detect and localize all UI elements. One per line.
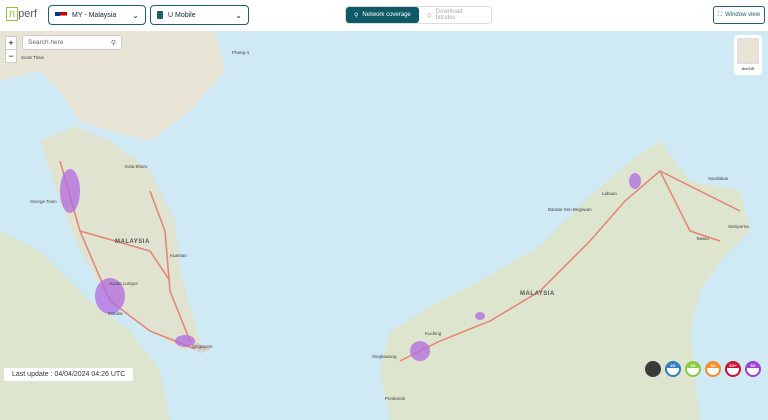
map-label: Kuching <box>425 331 442 336</box>
nperf-logo[interactable]: n perf <box>6 7 37 21</box>
legend-label: 3G <box>687 363 699 368</box>
map-label: Singapore <box>192 344 213 349</box>
search-icon[interactable]: ⚲ <box>110 39 116 47</box>
tab-download-bitrates[interactable]: ⊙ Download bitrates <box>419 7 491 23</box>
legend-label: 4G+ <box>727 363 739 368</box>
sim-card-icon <box>157 11 163 19</box>
peninsular-malaysia <box>40 126 200 351</box>
coverage-map[interactable]: + − Search here ⚲ ArcGIS Surat Thani Phang… <box>0 31 768 420</box>
3g-icon[interactable]: 3G <box>685 361 701 377</box>
collapse-icon: ⛶ <box>717 11 723 18</box>
tab-label: Download bitrates <box>435 9 463 21</box>
operator-value: U Mobile <box>168 11 196 19</box>
top-bar: n perf MY - Malaysia ⌄ U Mobile ⌄ ⚲ Network … <box>0 0 768 31</box>
5g-icon[interactable]: 5G <box>745 361 761 377</box>
map-label: Melaka <box>108 311 123 316</box>
map-label: MALAYSIA <box>115 239 150 245</box>
window-view-label: Window view <box>725 12 761 18</box>
map-label: Sandakan <box>708 176 729 181</box>
view-tabs: ⚲ Network coverage ⊙ Download bitrates <box>345 6 492 24</box>
map-label: Kuala Lumpur <box>110 281 139 286</box>
map-label: Tawau <box>696 236 710 241</box>
tab-network-coverage[interactable]: ⚲ Network coverage <box>346 7 419 23</box>
malaysia-flag-icon <box>55 11 67 19</box>
legend-label: 4G <box>707 363 719 368</box>
basemap-toggle[interactable]: ArcGIS <box>734 35 762 75</box>
map-label: Labuan <box>602 191 618 196</box>
country-select[interactable]: MY - Malaysia ⌄ <box>48 5 146 25</box>
map-label: Pontianak <box>385 396 406 401</box>
zoom-out-button[interactable]: − <box>6 49 16 62</box>
thailand-land <box>0 31 225 141</box>
country-value: MY - Malaysia <box>72 11 117 19</box>
chevron-down-icon: ⌄ <box>235 10 242 20</box>
map-label: Singkawang <box>372 354 397 359</box>
tab-label: Network coverage <box>362 12 411 18</box>
map-label: Phang-4 <box>232 50 250 55</box>
map-label: Bandar Seri Begawan <box>548 207 592 212</box>
map-label: MALAYSIA <box>520 291 555 297</box>
map-label: Semporna <box>728 224 749 229</box>
map-label: Surat Thani <box>21 55 45 60</box>
search-input[interactable]: Search here ⚲ <box>22 35 122 50</box>
coverage-roads <box>59 160 741 362</box>
coverage-5g-areas <box>60 169 641 361</box>
2g-icon[interactable]: 2G <box>665 361 681 377</box>
map-label: George Town <box>30 199 57 204</box>
download-icon: ⊙ <box>426 12 432 19</box>
4g-plus-icon[interactable]: 4G+ <box>725 361 741 377</box>
antenna-icon: ⚲ <box>354 12 359 19</box>
basemap-thumbnail <box>737 38 759 64</box>
legend-label: 2G <box>667 363 679 368</box>
zoom-control: + − <box>5 36 17 63</box>
no-signal-icon[interactable] <box>645 361 661 377</box>
window-view-button[interactable]: ⛶ Window view <box>713 6 765 24</box>
borneo <box>380 141 750 420</box>
4g-icon[interactable]: 4G <box>705 361 721 377</box>
legend-label: 5G <box>747 363 759 368</box>
last-update-status: Last update : 04/04/2024 04:26 UTC <box>4 368 134 381</box>
map-label: Kuantan <box>170 253 187 258</box>
map-label: Kota Bharu <box>125 164 148 169</box>
technology-legend: 2G 3G 4G 4G+ 5G <box>645 361 761 377</box>
zoom-in-button[interactable]: + <box>8 38 14 48</box>
search-placeholder: Search here <box>28 39 64 46</box>
chevron-down-icon: ⌄ <box>132 10 139 20</box>
basemap-label: ArcGIS <box>741 66 755 71</box>
operator-select[interactable]: U Mobile ⌄ <box>150 5 249 25</box>
